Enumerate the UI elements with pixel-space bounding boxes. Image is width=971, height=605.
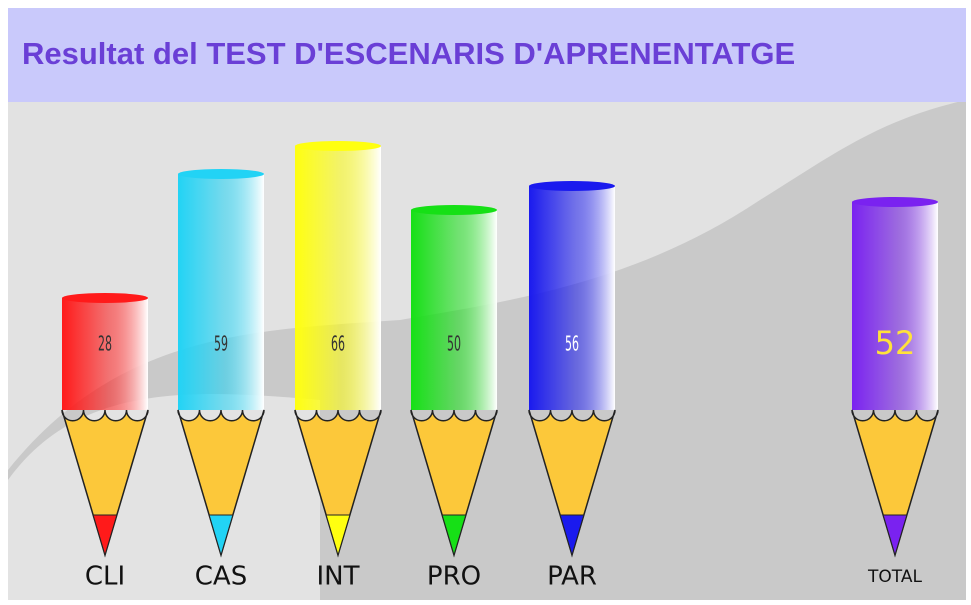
value-label: 66 — [331, 332, 345, 356]
value-label: 50 — [447, 332, 461, 356]
x-tick-label: CLI — [85, 562, 125, 592]
bar-top — [529, 181, 615, 191]
value-label: 59 — [214, 332, 228, 356]
bar — [529, 186, 615, 410]
bar-top — [178, 169, 264, 179]
value-label: 56 — [565, 332, 579, 356]
x-tick-label: INT — [317, 562, 360, 592]
value-label: 52 — [875, 324, 916, 362]
bar-top — [295, 141, 381, 151]
bar — [411, 210, 497, 410]
bar — [295, 146, 381, 410]
chart-title: Resultat del TEST D'ESCENARIS D'APRENENT… — [22, 36, 795, 71]
bar-top — [62, 293, 148, 303]
x-tick-label: PRO — [427, 562, 481, 592]
bar-top — [411, 205, 497, 215]
bar-top — [852, 197, 938, 207]
value-label: 28 — [98, 332, 112, 356]
bar — [178, 174, 264, 410]
bar — [852, 202, 938, 410]
x-tick-label: PAR — [547, 562, 597, 592]
x-tick-label: TOTAL — [867, 567, 922, 587]
chart: Resultat del TEST D'ESCENARIS D'APRENENT… — [0, 0, 971, 605]
x-tick-label: CAS — [195, 562, 247, 592]
